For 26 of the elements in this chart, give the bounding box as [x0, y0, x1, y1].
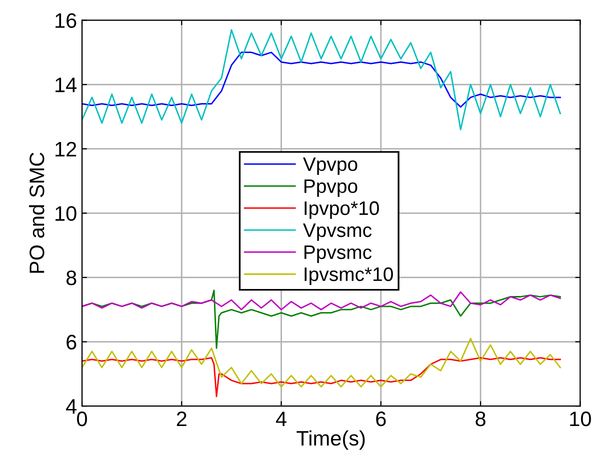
line-series	[82, 357, 561, 398]
y-tick-label: 10	[56, 206, 76, 221]
x-tick-label: 8	[476, 411, 486, 426]
legend-label: Ppvsmc	[304, 246, 372, 263]
y-tick-label: 6	[66, 334, 76, 350]
x-tick-label: 6	[376, 411, 386, 426]
y-tick-label: 12	[56, 142, 76, 156]
legend-label: Ipvsmc*10	[304, 267, 393, 285]
legend-label: Vpvsmc	[303, 224, 372, 241]
x-axis-title: Time(s)	[296, 430, 365, 450]
line-series	[82, 291, 561, 310]
y-tick-label: 4	[66, 399, 77, 414]
line-series	[82, 52, 561, 108]
y-tick-label: 8	[66, 270, 76, 286]
y-axis-title: PO and SMC	[29, 152, 44, 273]
line-series	[82, 338, 561, 388]
y-tick-label: 16	[56, 13, 76, 28]
line-series	[82, 29, 561, 130]
legend-label: Ppvpo	[304, 179, 358, 197]
x-tick-label: 2	[176, 411, 186, 426]
x-tick-label: 10	[570, 411, 591, 426]
legend-label: Ipvpo*10	[304, 201, 379, 219]
x-tick-label: 4	[276, 412, 286, 426]
y-tick-label: 14	[56, 78, 77, 92]
legend-label: Vpvpo	[303, 157, 358, 175]
x-tick-label: 0	[77, 411, 87, 426]
